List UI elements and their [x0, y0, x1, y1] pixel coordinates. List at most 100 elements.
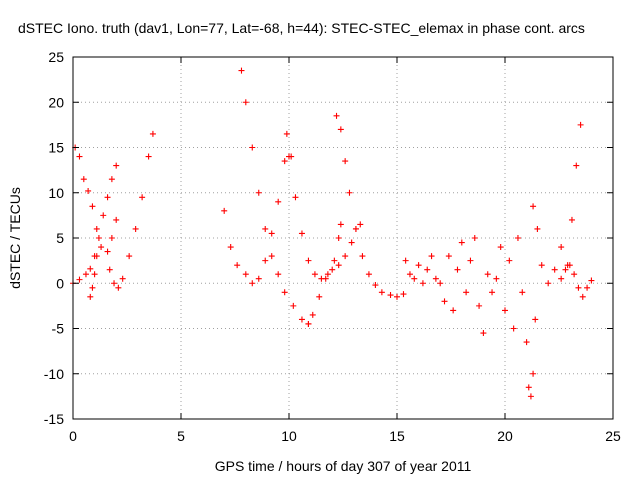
- data-point: [305, 257, 312, 264]
- data-point: [108, 235, 115, 241]
- data-point: [119, 275, 126, 282]
- data-arc: [106, 130, 156, 291]
- data-point: [510, 325, 517, 332]
- data-point: [463, 289, 470, 296]
- data-point: [145, 153, 152, 160]
- data-point: [400, 291, 407, 298]
- data-point: [268, 253, 275, 260]
- data-point: [365, 271, 372, 278]
- data-point: [249, 144, 256, 151]
- data-point: [113, 216, 120, 223]
- data-point: [288, 153, 295, 160]
- data-point: [262, 257, 269, 264]
- data-point: [100, 212, 107, 219]
- y-tick-label: -15: [44, 411, 64, 427]
- data-point: [255, 189, 262, 196]
- data-point: [411, 275, 418, 282]
- data-point: [242, 99, 249, 106]
- data-point: [221, 207, 228, 214]
- data-point: [573, 162, 580, 169]
- data-point: [283, 130, 290, 137]
- data-point: [432, 275, 439, 282]
- data-point: [571, 271, 578, 278]
- data-point: [527, 393, 534, 400]
- data-point: [419, 280, 426, 287]
- data-point: [545, 280, 552, 287]
- data-point: [290, 302, 297, 309]
- y-tick-label: -10: [44, 366, 64, 382]
- data-point: [275, 198, 282, 205]
- data-point: [93, 225, 100, 232]
- grid-layer: [73, 57, 613, 419]
- data-point: [575, 284, 582, 291]
- y-tick-label: 5: [56, 230, 64, 246]
- data-point: [87, 293, 94, 300]
- data-point: [577, 121, 584, 128]
- data-point: [506, 257, 513, 264]
- data-point: [584, 284, 591, 291]
- data-point: [324, 271, 331, 278]
- data-point: [126, 253, 133, 260]
- data-point: [523, 339, 530, 346]
- data-point: [378, 289, 385, 296]
- data-point: [255, 275, 262, 282]
- data-point: [437, 280, 444, 287]
- marks-layer: [70, 67, 595, 400]
- data-point: [502, 307, 508, 314]
- data-point: [467, 257, 474, 264]
- data-point: [534, 225, 541, 232]
- data-point: [476, 302, 483, 309]
- data-point: [111, 280, 118, 287]
- data-point: [104, 194, 111, 201]
- data-point: [406, 271, 413, 278]
- data-point: [311, 271, 318, 278]
- data-point: [402, 257, 409, 264]
- data-point: [316, 293, 323, 300]
- data-point: [514, 235, 521, 241]
- data-point: [424, 266, 431, 273]
- chart-title: dSTEC Iono. truth (dav1, Lon=77, Lat=-68…: [18, 20, 585, 36]
- data-point: [471, 235, 478, 241]
- data-arc: [402, 253, 444, 287]
- data-point: [149, 130, 156, 137]
- y-tick-label: 0: [56, 275, 64, 291]
- data-arc: [441, 235, 500, 337]
- y-tick-label: 20: [48, 94, 64, 110]
- data-point: [335, 235, 342, 241]
- data-point: [562, 266, 569, 273]
- data-point: [525, 384, 532, 391]
- data-point: [532, 316, 539, 323]
- data-arc: [72, 144, 120, 255]
- data-point: [227, 244, 234, 251]
- data-point: [445, 253, 452, 260]
- data-point: [298, 230, 305, 237]
- data-point: [329, 266, 336, 273]
- data-point: [489, 289, 496, 296]
- data-point: [104, 248, 111, 255]
- data-point: [428, 253, 435, 260]
- tick-labels-layer: 0 5 10 15 20 25 -15 -10 -5 0 5 10 15 20 25: [44, 49, 621, 444]
- data-point: [357, 221, 364, 228]
- data-point: [348, 239, 355, 246]
- y-tick-label: 15: [48, 140, 64, 156]
- data-arc: [283, 130, 344, 282]
- data-point: [484, 271, 491, 278]
- data-arc: [497, 235, 539, 400]
- data-point: [98, 244, 105, 251]
- data-point: [95, 235, 102, 241]
- data-point: [568, 216, 575, 223]
- data-arc: [333, 112, 407, 300]
- data-point: [238, 67, 245, 74]
- data-point: [309, 311, 316, 318]
- data-point: [335, 262, 342, 269]
- data-point: [80, 176, 87, 183]
- data-point: [281, 158, 288, 165]
- data-point: [337, 221, 344, 228]
- data-arc: [87, 162, 120, 300]
- data-point: [342, 158, 349, 165]
- x-tick-label: 15: [389, 428, 405, 444]
- data-point: [359, 253, 366, 260]
- data-point: [588, 277, 595, 284]
- data-point: [89, 284, 96, 291]
- data-point: [298, 316, 305, 323]
